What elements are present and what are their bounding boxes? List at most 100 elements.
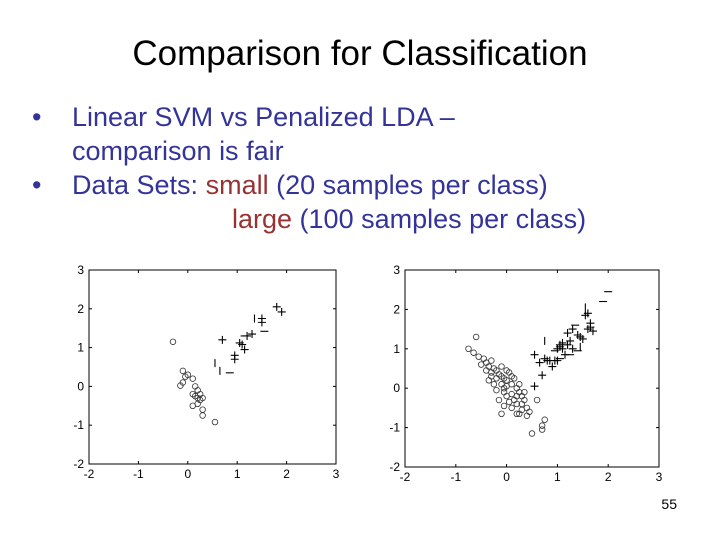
x-tick-label: 1 — [554, 470, 561, 484]
circle-point — [498, 363, 505, 370]
x-tick-label: 1 — [234, 467, 241, 481]
plus-point — [218, 335, 227, 344]
bullet-text-line2: comparison is fair — [72, 136, 284, 166]
plus-point — [563, 329, 572, 338]
plus-point — [568, 325, 577, 334]
plus-point — [535, 358, 544, 367]
y-tick-label: 2 — [77, 302, 84, 316]
circle-point — [538, 426, 546, 433]
bullet-icon: • — [32, 170, 42, 200]
bullet-text-line1: Linear SVM vs Penalized LDA – — [72, 102, 455, 132]
circle-point — [516, 381, 523, 388]
circle-point — [505, 398, 513, 406]
y-tick-label: 1 — [393, 342, 400, 356]
circle-point — [483, 367, 490, 374]
plus-point — [530, 382, 539, 391]
small-desc: (20 samples per class) — [268, 170, 548, 200]
circle-point — [470, 349, 477, 356]
circle-point — [521, 388, 528, 396]
circle-point — [528, 430, 536, 437]
circle-point — [493, 386, 500, 394]
plus-point — [257, 318, 266, 327]
bullet-item-datasets: • Data Sets: small (20 samples per class… — [32, 168, 586, 236]
plus-point — [538, 371, 547, 380]
bullet-item-comparison: • Linear SVM vs Penalized LDA – comparis… — [32, 100, 586, 168]
page-number: 55 — [661, 496, 677, 512]
circle-point — [513, 410, 520, 418]
circle-point — [184, 371, 191, 378]
y-tick-label: 2 — [393, 302, 400, 316]
circle-point — [511, 375, 518, 382]
plus-point — [553, 356, 562, 365]
x-tick-label: 3 — [656, 470, 663, 484]
plus-point — [568, 344, 577, 353]
circle-point — [513, 392, 520, 400]
plus-point — [578, 334, 587, 343]
x-tick-label: 2 — [283, 467, 290, 481]
circle-point — [498, 410, 505, 418]
circle-point — [490, 381, 498, 388]
y-tick-label: 0 — [393, 381, 400, 395]
y-tick-label: 3 — [393, 263, 400, 277]
circle-point — [508, 381, 515, 388]
plus-point — [277, 307, 286, 316]
y-tick-label: -2 — [389, 460, 400, 474]
circle-point — [488, 373, 495, 380]
datasets-label: Data Sets: — [72, 170, 206, 200]
circle-point — [533, 396, 541, 404]
y-tick-label: 0 — [77, 379, 84, 393]
circle-point — [199, 406, 206, 413]
y-tick-label: -1 — [389, 421, 400, 435]
circle-point — [523, 412, 531, 419]
y-tick-label: -1 — [73, 418, 84, 432]
y-tick-label: -2 — [73, 457, 84, 471]
circle-point — [513, 384, 520, 392]
plus-point — [530, 350, 539, 359]
circle-point — [518, 406, 526, 414]
x-tick-label: -1 — [450, 470, 461, 484]
circle-point — [508, 404, 515, 412]
plus-point — [543, 356, 552, 365]
circle-point — [488, 357, 495, 364]
circle-point — [189, 375, 196, 382]
plus-point — [548, 362, 557, 371]
scatter-plot-large: -2 -1 0 1 2 3 -2 -1 0 1 2 3 — [378, 258, 668, 488]
circle-point — [472, 333, 480, 341]
plus-point — [588, 327, 597, 336]
plus-point — [240, 345, 249, 354]
plus-point — [566, 336, 575, 345]
circle-point — [196, 390, 204, 398]
x-tick-label: -2 — [400, 470, 411, 484]
circle-point — [211, 418, 219, 426]
plus-point — [558, 338, 567, 347]
circle-point — [513, 400, 520, 408]
y-tick-label: 3 — [77, 263, 84, 277]
plus-point — [230, 355, 239, 364]
circle-point — [541, 416, 548, 423]
plus-point — [573, 331, 582, 340]
circle-point — [169, 338, 177, 345]
circle-point — [518, 400, 526, 408]
plus-point — [238, 340, 247, 349]
bullet-list: • Linear SVM vs Penalized LDA – comparis… — [32, 100, 586, 236]
circle-point — [500, 402, 508, 410]
axes-box — [404, 269, 660, 468]
circle-point — [177, 382, 184, 389]
bullet-icon: • — [32, 102, 42, 132]
x-tick-label: -2 — [84, 467, 95, 481]
circle-point — [500, 384, 508, 392]
circle-point — [465, 345, 472, 352]
circle-point — [500, 388, 508, 396]
x-tick-label: 0 — [503, 470, 510, 484]
axes-box — [88, 269, 337, 465]
circle-point — [179, 367, 187, 375]
circle-point — [485, 377, 493, 384]
circle-point — [503, 392, 510, 400]
circle-point — [526, 408, 533, 416]
y-tick-label: 1 — [77, 341, 84, 355]
circle-point — [495, 396, 503, 404]
large-desc: (100 samples per class) — [292, 204, 587, 234]
circle-point — [480, 355, 487, 362]
x-tick-label: -1 — [133, 467, 144, 481]
x-tick-label: 0 — [184, 467, 191, 481]
